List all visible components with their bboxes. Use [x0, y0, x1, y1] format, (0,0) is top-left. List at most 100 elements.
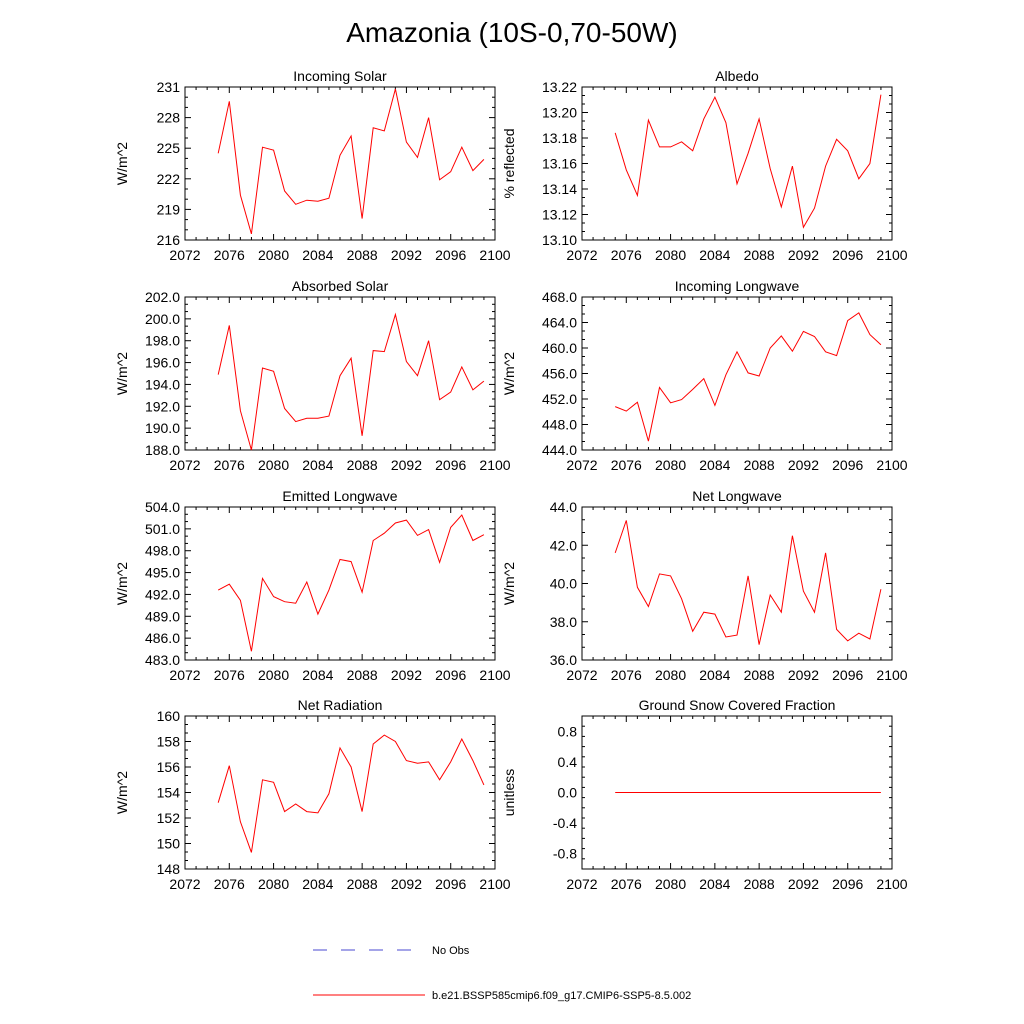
x-tick-label: 2084	[302, 247, 333, 263]
x-tick-label: 2100	[479, 876, 510, 892]
y-tick-label: 188.0	[145, 442, 180, 458]
y-tick-label: 192.0	[145, 398, 180, 414]
x-tick-label: 2080	[655, 876, 686, 892]
legend-obs-label: No Obs	[432, 945, 470, 957]
panel-title: Incoming Longwave	[675, 278, 800, 294]
x-tick-label: 2088	[347, 247, 378, 263]
x-tick-label: 2092	[391, 247, 422, 263]
figure-title: Amazonia (10S-0,70-50W)	[346, 17, 677, 48]
panel-net-longwave: Net Longwave 2072 2076 2080 2084 2088 2092 2096…	[501, 488, 908, 683]
x-tick-label: 2080	[655, 457, 686, 473]
panels: Incoming Solar 2072 2076 2080 2084 2088 2092 20…	[114, 68, 908, 892]
panel-title: Net Radiation	[298, 697, 383, 713]
x-tick-label: 2084	[699, 667, 730, 683]
panel-incoming-solar: Incoming Solar 2072 2076 2080 2084 2088 2092 20…	[114, 68, 511, 263]
x-tick-label: 2088	[744, 457, 775, 473]
x-tick-label: 2092	[391, 876, 422, 892]
y-tick-label: 44.0	[550, 499, 577, 515]
y-axis-label: W/m^2	[114, 142, 130, 185]
y-tick-label: 219	[157, 201, 181, 217]
y-axis-label: W/m^2	[501, 352, 517, 395]
plot-frame	[184, 296, 496, 451]
y-axis-label: % reflected	[501, 128, 517, 198]
panel-title: Emitted Longwave	[282, 488, 397, 504]
x-tick-label: 2072	[169, 247, 200, 263]
panel-ground-snow-covered-fraction: Ground Snow Covered Fraction 2072 2076 2080…	[501, 697, 908, 892]
y-tick-label: 190.0	[145, 420, 180, 436]
y-axis-label: W/m^2	[501, 562, 517, 605]
y-tick-label: 13.14	[542, 181, 577, 197]
panel-title: Absorbed Solar	[292, 278, 389, 294]
y-tick-label: 464.0	[542, 315, 577, 331]
x-tick-label: 2076	[611, 876, 642, 892]
x-tick-label: 2096	[832, 667, 863, 683]
x-tick-label: 2072	[169, 667, 200, 683]
y-tick-label: 38.0	[550, 614, 577, 630]
y-tick-label: 460.0	[542, 340, 577, 356]
y-tick-label: 495.0	[145, 565, 180, 581]
x-tick-label: 2076	[214, 457, 245, 473]
x-tick-label: 2100	[876, 457, 907, 473]
x-tick-label: 2076	[611, 457, 642, 473]
panel-title: Ground Snow Covered Fraction	[639, 697, 836, 713]
y-tick-label: 0.0	[558, 785, 578, 801]
x-tick-label: 2072	[566, 876, 597, 892]
x-tick-label: 2092	[788, 457, 819, 473]
y-axis-label: W/m^2	[114, 352, 130, 395]
x-tick-label: 2096	[435, 667, 466, 683]
y-tick-label: 231	[157, 79, 181, 95]
series-line	[217, 514, 485, 652]
legend: No Obs b.e21.BSSP585cmip6.f09_g17.CMIP6-…	[313, 945, 691, 1002]
y-tick-label: -0.4	[553, 815, 577, 831]
x-tick-label: 2076	[611, 247, 642, 263]
x-tick-label: 2100	[876, 876, 907, 892]
panel-title: Incoming Solar	[293, 68, 387, 84]
y-tick-label: 489.0	[145, 608, 180, 624]
y-tick-label: 42.0	[550, 537, 577, 553]
y-axis-label: unitless	[501, 769, 517, 816]
x-tick-label: 2080	[258, 457, 289, 473]
y-tick-label: 452.0	[542, 391, 577, 407]
series-line	[217, 88, 485, 235]
y-tick-label: 158	[157, 734, 181, 750]
x-tick-label: 2080	[655, 667, 686, 683]
x-tick-label: 2096	[832, 876, 863, 892]
y-tick-label: 498.0	[145, 543, 180, 559]
x-tick-label: 2100	[876, 667, 907, 683]
y-tick-label: 148	[157, 861, 181, 877]
y-tick-label: 0.8	[558, 723, 578, 739]
y-tick-label: 200.0	[145, 311, 180, 327]
plot-frame	[184, 506, 496, 661]
x-tick-label: 2092	[391, 457, 422, 473]
x-tick-label: 2084	[302, 667, 333, 683]
panel-incoming-longwave: Incoming Longwave 2072 2076 2080 2084 2088 209…	[501, 278, 908, 473]
x-tick-label: 2084	[302, 876, 333, 892]
panel-net-radiation: Net Radiation 2072 2076 2080 2084 2088 2092 209…	[114, 697, 511, 892]
x-tick-label: 2088	[347, 457, 378, 473]
y-tick-label: 13.22	[542, 79, 577, 95]
x-tick-label: 2072	[566, 247, 597, 263]
x-tick-label: 2096	[832, 457, 863, 473]
y-tick-label: 40.0	[550, 576, 577, 592]
y-tick-label: 202.0	[145, 289, 180, 305]
series-line	[614, 520, 882, 645]
x-tick-label: 2084	[699, 457, 730, 473]
y-tick-label: 36.0	[550, 652, 577, 668]
y-tick-label: 468.0	[542, 289, 577, 305]
series-line	[217, 734, 485, 853]
x-tick-label: 2080	[655, 247, 686, 263]
y-tick-label: 225	[157, 140, 181, 156]
series-line	[614, 94, 882, 229]
x-tick-label: 2096	[435, 876, 466, 892]
y-tick-label: 13.20	[542, 105, 577, 121]
y-tick-label: 456.0	[542, 366, 577, 382]
x-tick-label: 2072	[566, 667, 597, 683]
y-tick-label: 13.10	[542, 232, 577, 248]
plot-frame	[581, 86, 893, 241]
x-tick-label: 2096	[435, 247, 466, 263]
plot-frame	[184, 86, 496, 241]
y-tick-label: -0.8	[553, 846, 577, 862]
x-tick-label: 2076	[611, 667, 642, 683]
y-tick-label: 160	[157, 708, 181, 724]
y-tick-label: 13.18	[542, 130, 577, 146]
